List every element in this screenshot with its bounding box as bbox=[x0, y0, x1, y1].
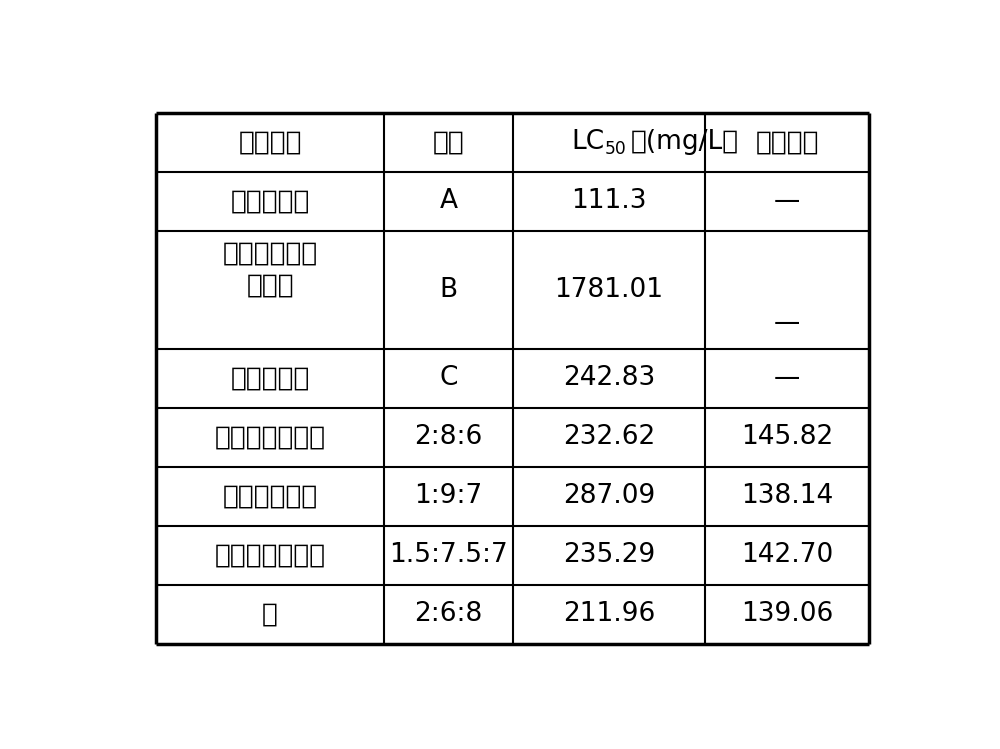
Text: LC: LC bbox=[572, 130, 605, 156]
Text: 235.29: 235.29 bbox=[563, 542, 655, 568]
Text: 异辛酣: 异辛酣 bbox=[246, 273, 294, 299]
Text: 242.83: 242.83 bbox=[563, 366, 655, 391]
Text: 111.3: 111.3 bbox=[571, 189, 647, 214]
Text: 五氟磺草胺: 五氟磺草胺 bbox=[230, 189, 310, 214]
Text: 142.70: 142.70 bbox=[741, 542, 833, 568]
Text: B: B bbox=[439, 277, 457, 303]
Text: 145.82: 145.82 bbox=[741, 424, 833, 450]
Text: 2:6:8: 2:6:8 bbox=[414, 601, 482, 627]
Text: 2:8:6: 2:8:6 bbox=[414, 424, 482, 450]
Text: 共毒系数: 共毒系数 bbox=[755, 130, 819, 156]
Text: 138.14: 138.14 bbox=[741, 483, 833, 509]
Text: 氟吩氧乙酸异: 氟吩氧乙酸异 bbox=[222, 483, 318, 509]
Text: 139.06: 139.06 bbox=[741, 601, 833, 627]
Text: 1:9:7: 1:9:7 bbox=[414, 483, 482, 509]
Text: 辛酣：恶唑酶草: 辛酣：恶唑酶草 bbox=[215, 542, 326, 568]
Text: 211.96: 211.96 bbox=[563, 601, 655, 627]
Text: —: — bbox=[774, 310, 800, 336]
Text: 50: 50 bbox=[605, 140, 627, 158]
Text: —: — bbox=[774, 366, 800, 391]
Text: —: — bbox=[774, 189, 800, 214]
Text: 嘎唑酶草胺: 嘎唑酶草胺 bbox=[230, 366, 310, 391]
Text: 232.62: 232.62 bbox=[563, 424, 655, 450]
Text: 値(mg/L）: 値(mg/L） bbox=[630, 130, 739, 156]
Text: 编号: 编号 bbox=[432, 130, 464, 156]
Text: 1.5:7.5:7: 1.5:7.5:7 bbox=[389, 542, 508, 568]
Text: A: A bbox=[439, 189, 457, 214]
Text: C: C bbox=[439, 366, 458, 391]
Text: 胺: 胺 bbox=[262, 601, 278, 627]
Text: 药剂名称: 药剂名称 bbox=[238, 130, 302, 156]
Text: 五氟磺草胺：氯: 五氟磺草胺：氯 bbox=[215, 424, 326, 450]
Text: 氯氟吩氧乙酸: 氯氟吩氧乙酸 bbox=[222, 241, 318, 267]
Text: 287.09: 287.09 bbox=[563, 483, 655, 509]
Text: 1781.01: 1781.01 bbox=[554, 277, 663, 303]
